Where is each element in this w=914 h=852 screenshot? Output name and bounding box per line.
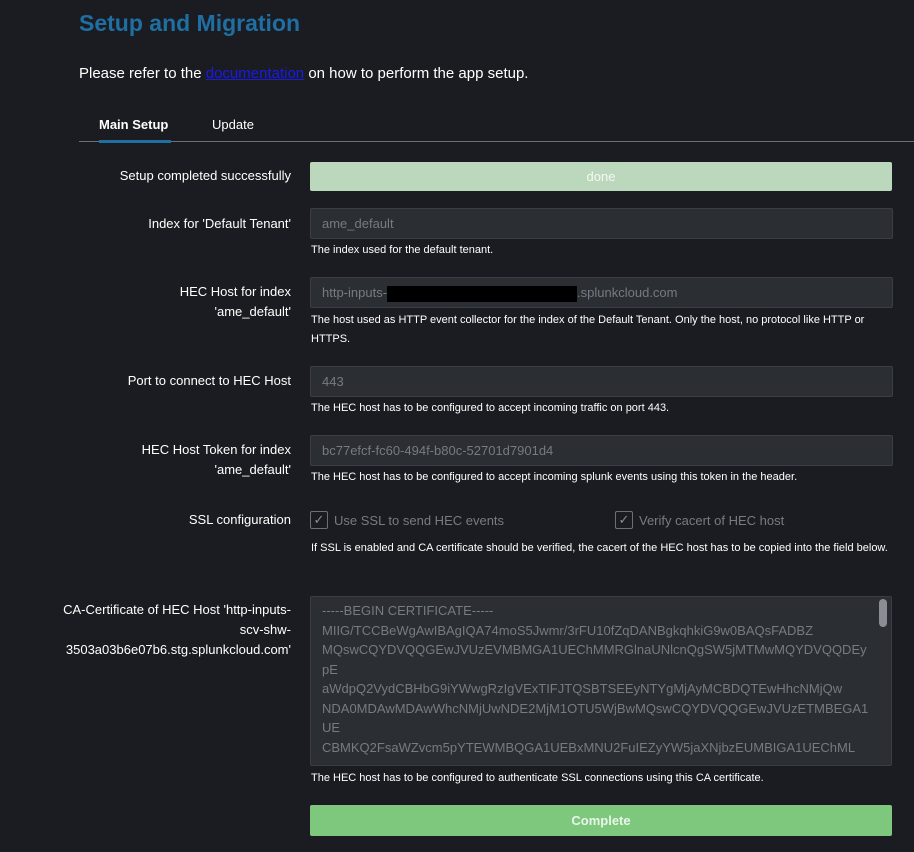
hec-host-label-2: 'ame_default' (214, 304, 291, 319)
tab-divider (79, 141, 914, 142)
intro-before: Please refer to the (79, 65, 206, 82)
port-help: The HEC host has to be configured to acc… (311, 402, 670, 414)
status-label: Setup completed successfully (119, 168, 291, 183)
hec-host-suffix: .splunkcloud.com (577, 285, 678, 300)
cert-line: aWdpQ2VydCBHbG9iYWwgRzIgVExTIFJTQSBTSEEy… (322, 681, 843, 696)
active-tab-indicator (99, 140, 171, 143)
token-label-2: 'ame_default' (214, 462, 291, 477)
cacert-scrollbar[interactable] (879, 599, 887, 627)
cert-line: CBMKQ2FsaWZvcm5pYTEWMBQGA1UEBxMNU2FuIEZy… (322, 739, 856, 755)
ssl-help: If SSL is enabled and CA certificate sho… (311, 542, 888, 554)
intro-text: Please refer to the documentation on how… (79, 65, 528, 82)
use-ssl-label: Use SSL to send HEC events (334, 512, 505, 528)
complete-button[interactable]: Complete (310, 805, 892, 836)
cacert-label-2: scv-shw- (239, 622, 291, 637)
checkmark-icon: ✓ (310, 511, 328, 529)
index-label: Index for 'Default Tenant' (148, 216, 291, 231)
cert-line: -----BEGIN CERTIFICATE----- (322, 603, 494, 618)
cacert-help: The HEC host has to be configured to aut… (311, 772, 764, 784)
ssl-label: SSL configuration (188, 512, 291, 527)
hec-host-label-1: HEC Host for index (179, 284, 291, 299)
intro-after: on how to perform the app setup. (304, 65, 529, 82)
index-input[interactable]: ame_default (310, 208, 893, 239)
cacert-label-3: 3503a03b6e07b6.stg.splunkcloud.com' (65, 642, 291, 657)
status-done-bar: done (310, 162, 892, 191)
token-help: The HEC host has to be configured to acc… (311, 471, 798, 483)
port-input[interactable]: 443 (310, 366, 893, 397)
cert-line: MQswCQYDVQQGEwJVUzEVMBMGA1UEChMMRGlnaUNl… (322, 642, 867, 677)
verify-cacert-checkbox[interactable]: ✓ Verify cacert of HEC host (615, 511, 784, 529)
hec-host-prefix: http-inputs- (322, 285, 388, 300)
token-input[interactable]: bc77efcf-fc60-494f-b80c-52701d7901d4 (310, 435, 893, 466)
verify-cacert-label: Verify cacert of HEC host (639, 512, 785, 528)
checkmark-icon: ✓ (615, 511, 633, 529)
redacted-block (387, 285, 578, 302)
page-title: Setup and Migration (79, 10, 301, 36)
tab-update[interactable]: Update (212, 117, 254, 132)
hec-host-input[interactable]: http-inputs- .splunkcloud.com (310, 277, 893, 308)
cacert-label-1: CA-Certificate of HEC Host 'http-inputs- (63, 602, 291, 617)
port-label: Port to connect to HEC Host (127, 373, 291, 388)
index-help: The index used for the default tenant. (311, 244, 494, 256)
use-ssl-checkbox[interactable]: ✓ Use SSL to send HEC events (310, 511, 504, 529)
token-label-1: HEC Host Token for index (141, 442, 291, 457)
cacert-textarea[interactable]: -----BEGIN CERTIFICATE----- MIIG/TCCBeWg… (310, 596, 892, 766)
cacert-label: CA-Certificate of HEC Host 'http-inputs-… (63, 600, 291, 660)
token-label: HEC Host Token for index 'ame_default' (142, 440, 291, 480)
hec-host-help: The host used as HTTP event collector fo… (311, 314, 865, 345)
cert-line: MIIG/TCCBeWgAwIBAgIQA74moS5Jwmr/3rFU10fZ… (322, 622, 814, 638)
tab-main-setup[interactable]: Main Setup (99, 117, 169, 132)
hec-host-label: HEC Host for index 'ame_default' (180, 282, 291, 322)
documentation-link[interactable]: documentation (205, 65, 305, 82)
cert-line: NDA0MDAwMDAwWhcNMjUwNDE2MjM1OTU5WjBwMQsw… (322, 700, 869, 736)
